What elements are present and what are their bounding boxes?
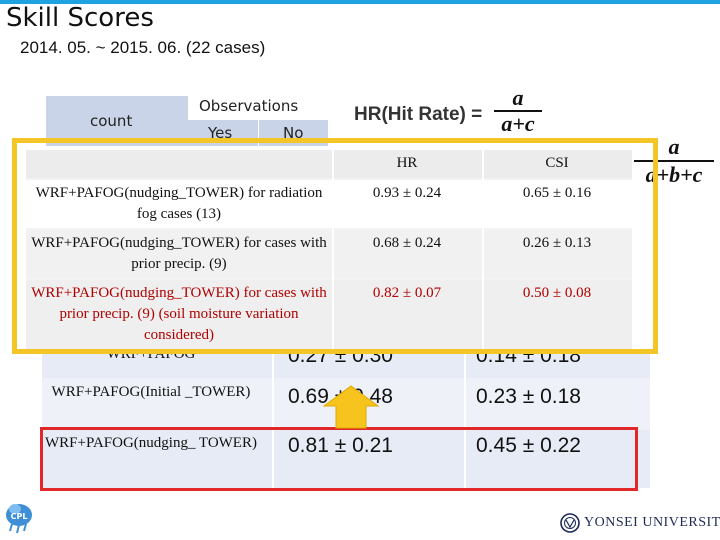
column-divider (332, 150, 334, 350)
hr-value: 0.81 ± 0.21 (288, 434, 393, 457)
cpl-logo-text: CPL (11, 512, 28, 521)
observations-label: Observations (199, 97, 299, 115)
observations-header-cell: Observations (188, 96, 328, 120)
count-label: count (90, 112, 133, 130)
red-highlight-box (40, 427, 638, 491)
column-divider (272, 352, 274, 488)
csi-value: 0.65 ± 0.16 (522, 185, 592, 201)
university-name: YONSEI UNIVERSITY (584, 515, 720, 530)
csi-value: 0.23 ± 0.18 (476, 385, 581, 408)
hr-value: 0.93 ± 0.24 (372, 185, 442, 201)
overlay-header-row: HR CSI (26, 150, 632, 178)
csi-value: 0.50 ± 0.08 (522, 285, 592, 301)
yes-label: Yes (208, 124, 233, 142)
no-label: No (283, 124, 304, 142)
table-row (42, 352, 650, 378)
model-name: WRF+PAFOG(nudging_ TOWER) (45, 435, 257, 451)
hr-value: 0.68 ± 0.24 (372, 235, 442, 251)
overlay-table: HR CSI WRF+PAFOG(nudging_TOWER) for radi… (26, 150, 632, 350)
csi-numerator: a (668, 134, 680, 159)
hr-column-header: HR (396, 155, 418, 171)
table-row: WRF+PAFOG(nudging_TOWER) for cases with … (26, 230, 632, 278)
model-name: WRF+PAFOG(nudging_TOWER) for cases with … (31, 235, 327, 272)
model-name: WRF+PAFOG(Initial _TOWER) (51, 384, 251, 400)
count-header-cell: count (46, 96, 188, 146)
fraction-bar (494, 110, 542, 112)
slide-title: Skill Scores (6, 3, 154, 33)
table-row: WRF+PAFOG(nudging_TOWER) for cases with … (26, 280, 632, 350)
column-divider (464, 352, 466, 488)
model-name: WRF+PAFOG(nudging_TOWER) for cases with … (31, 285, 327, 343)
slide-subtitle: 2014. 05. ~ 2015. 06. (22 cases) (20, 38, 266, 57)
column-divider (482, 150, 484, 350)
model-name: WRF+PAFOG(nudging_TOWER) for radiation f… (35, 185, 323, 222)
yonsei-emblem-icon (560, 513, 580, 533)
cpl-logo-icon: CPL (6, 504, 32, 534)
hr-denominator: a+c (501, 111, 535, 136)
hr-fraction: a a+c (494, 86, 542, 136)
csi-value: 0.45 ± 0.22 (476, 434, 581, 457)
yonsei-logo: YONSEI UNIVERSITY (560, 512, 720, 534)
hr-formula-label: HR(Hit Rate) = (354, 104, 483, 125)
yellow-highlight-box (12, 138, 658, 354)
table-row (42, 430, 650, 488)
table-row: WRF+PAFOG(nudging_TOWER) for radiation f… (26, 180, 632, 228)
up-arrow-icon (322, 385, 380, 429)
hr-numerator: a (512, 85, 524, 110)
csi-value: 0.26 ± 0.13 (522, 235, 592, 251)
fraction-bar (634, 160, 714, 162)
csi-column-header: CSI (545, 155, 569, 171)
top-accent-bar (0, 0, 720, 4)
hr-value: 0.82 ± 0.07 (372, 285, 442, 301)
